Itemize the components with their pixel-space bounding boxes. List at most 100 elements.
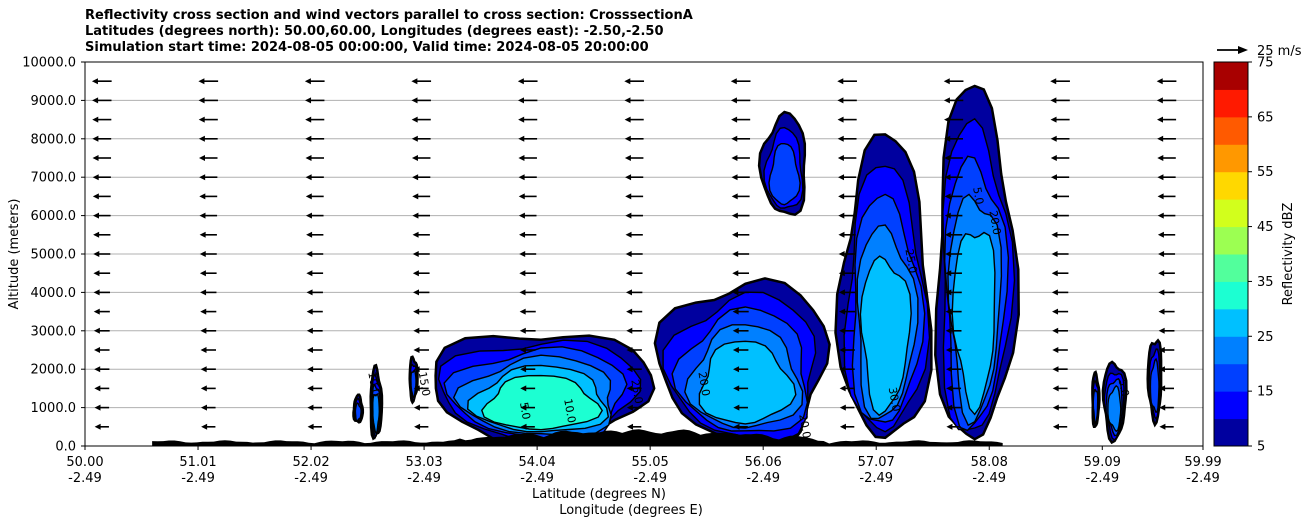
wind-vector (94, 366, 110, 373)
wind-vector (1050, 78, 1070, 85)
wind-vector-head (837, 155, 844, 161)
wind-vector (731, 116, 751, 123)
colorbar-tick-label: 5 (1257, 440, 1265, 455)
wind-vector-head (838, 174, 845, 181)
wind-vector (625, 174, 644, 181)
wind-vector-head (1158, 327, 1165, 334)
wind-vector (199, 174, 218, 181)
wind-vector (627, 423, 642, 430)
wind-vector-head (413, 385, 420, 392)
x-tick-label-latitude: 56.06 (745, 455, 782, 470)
wind-vector (518, 174, 537, 181)
wind-vector (307, 423, 322, 430)
wind-vector (626, 404, 642, 411)
wind-vector (945, 289, 962, 296)
wind-vector (306, 327, 323, 334)
wind-vector-head (1050, 155, 1057, 161)
wind-vector-head (732, 327, 739, 334)
wind-vector-head (200, 404, 207, 411)
wind-vector-head (732, 251, 739, 257)
wind-vector (1050, 97, 1070, 104)
wind-vector (305, 97, 325, 104)
wind-vector (1050, 116, 1070, 123)
wind-vector (92, 155, 112, 161)
wind-vector-head (198, 97, 205, 104)
y-tick-label: 5000.0 (31, 248, 77, 263)
wind-vector-head (1052, 385, 1059, 392)
wind-vector-head (625, 174, 632, 181)
wind-vector-head (1157, 155, 1164, 161)
wind-vector-head (944, 193, 951, 200)
wind-vector-head (1156, 116, 1163, 123)
wind-vector-head (838, 231, 845, 238)
wind-vector (944, 116, 964, 123)
wind-vector (1158, 347, 1175, 353)
wind-vector (519, 231, 537, 238)
wind-vector-head (944, 116, 951, 123)
colorbar-band (1214, 254, 1248, 282)
wind-vector (733, 385, 749, 392)
wind-vector-head (1050, 97, 1057, 104)
wind-vector-head (200, 347, 207, 353)
wind-vector-head (625, 251, 632, 257)
wind-vector-head (200, 385, 207, 392)
wind-vector-head (305, 116, 312, 123)
x-tick-label-latitude: 55.05 (632, 455, 669, 470)
wind-vector (839, 366, 855, 373)
wind-vector (94, 423, 109, 430)
wind-vector (92, 193, 111, 200)
wind-vector-head (199, 155, 206, 161)
wind-vector-head (837, 97, 844, 104)
y-tick-label: 7000.0 (31, 171, 77, 186)
wind-vector (199, 155, 218, 161)
wind-vector-head (519, 327, 526, 334)
colorbar-tick-label: 45 (1257, 220, 1274, 235)
wind-vector-head (307, 404, 314, 411)
wind-vector (519, 347, 536, 353)
wind-vector-head (92, 174, 99, 181)
wind-vector-head (1158, 289, 1165, 296)
wind-vector (839, 423, 855, 430)
wind-vector-head (413, 347, 420, 353)
wind-vector-head (731, 193, 738, 200)
wind-vector-head (839, 423, 846, 430)
colorbar-tick-label: 25 (1257, 330, 1274, 345)
wind-vector (412, 231, 430, 238)
wind-vector-head (306, 251, 313, 257)
wind-vector-head (306, 270, 313, 277)
wind-vector (1157, 155, 1176, 161)
wind-vector-head (1159, 385, 1166, 392)
wind-vector (520, 366, 536, 373)
wind-vector (199, 231, 217, 238)
wind-vector (1052, 366, 1068, 373)
wind-vector-head (839, 327, 846, 334)
wind-vector (411, 97, 431, 104)
wind-vector (199, 193, 218, 200)
wind-vector (519, 270, 537, 277)
wind-vector (517, 97, 538, 104)
wind-vector-head (92, 97, 99, 104)
wind-vector (199, 212, 218, 219)
wind-vector (1051, 251, 1069, 257)
wind-vector-head (412, 212, 419, 219)
wind-vector-head (1158, 366, 1165, 373)
wind-vector (306, 231, 324, 238)
contour-label: 15.0 (416, 371, 433, 397)
wind-vector (624, 97, 644, 104)
x-tick-label-latitude: 59.99 (1184, 455, 1221, 470)
wind-vector (1052, 404, 1068, 411)
wind-vector (519, 327, 536, 334)
wind-vector (198, 78, 219, 85)
wind-vector-head (92, 116, 99, 123)
wind-vector-head (838, 193, 845, 200)
wind-vector-head (733, 423, 740, 430)
wind-vector (1157, 135, 1176, 142)
colorbar-band (1214, 281, 1248, 310)
wind-vector (93, 289, 110, 296)
y-axis-label: Altitude (meters) (7, 199, 22, 310)
reflectivity-contour (951, 231, 996, 416)
wind-vector-head (520, 423, 527, 430)
wind-vector (625, 289, 643, 296)
wind-vector-head (730, 78, 737, 85)
wind-vector (200, 385, 216, 392)
